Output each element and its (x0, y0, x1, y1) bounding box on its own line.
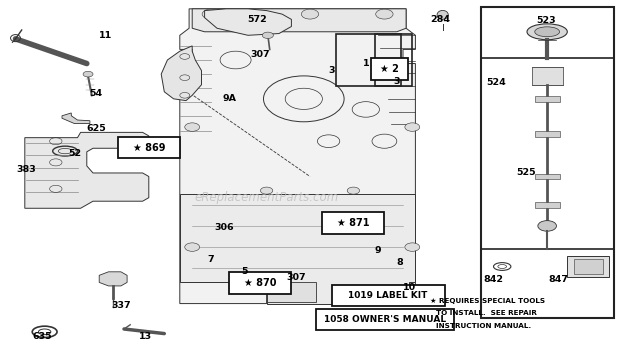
Bar (567, 256, 609, 277)
Ellipse shape (262, 32, 273, 38)
Ellipse shape (405, 123, 420, 131)
Text: ★ 871: ★ 871 (337, 218, 370, 228)
Text: 383: 383 (17, 165, 37, 174)
Text: 3: 3 (394, 77, 400, 86)
Polygon shape (161, 46, 202, 101)
Bar (574, 259, 603, 274)
Polygon shape (205, 9, 291, 35)
Text: ★ REQUIRES SPECIAL TOOLS: ★ REQUIRES SPECIAL TOOLS (430, 298, 545, 304)
Text: 13: 13 (139, 331, 153, 341)
Bar (534, 174, 560, 179)
Text: 54: 54 (89, 89, 103, 98)
Text: ★ 870: ★ 870 (244, 278, 277, 288)
Text: 306: 306 (215, 223, 234, 232)
Text: TO INSTALL.  SEE REPAIR: TO INSTALL. SEE REPAIR (436, 311, 537, 316)
Text: 8: 8 (397, 258, 403, 268)
Bar (371, 58, 408, 80)
Ellipse shape (535, 27, 560, 37)
Text: 337: 337 (111, 301, 131, 310)
Polygon shape (25, 132, 149, 208)
Text: 10: 10 (402, 283, 416, 292)
Text: 307: 307 (250, 50, 270, 59)
Ellipse shape (376, 9, 393, 19)
Bar (534, 96, 560, 102)
Polygon shape (192, 9, 406, 32)
Ellipse shape (260, 187, 273, 194)
Text: 625: 625 (86, 124, 106, 133)
Bar (316, 309, 454, 330)
Bar (375, 34, 412, 86)
Ellipse shape (185, 123, 200, 131)
Text: 523: 523 (536, 16, 556, 25)
Polygon shape (62, 113, 90, 124)
Text: 525: 525 (516, 168, 536, 178)
Polygon shape (99, 272, 127, 286)
Text: 635: 635 (32, 331, 52, 341)
Polygon shape (180, 9, 415, 304)
Text: 1: 1 (363, 59, 369, 68)
Text: 52: 52 (68, 149, 81, 158)
Ellipse shape (437, 10, 448, 19)
Text: INSTRUCTION MANUAL.: INSTRUCTION MANUAL. (436, 323, 531, 329)
Polygon shape (180, 194, 415, 304)
Ellipse shape (83, 71, 93, 77)
Text: 847: 847 (548, 275, 568, 284)
Ellipse shape (301, 9, 319, 19)
Text: 284: 284 (430, 15, 450, 24)
Text: 307: 307 (286, 273, 306, 282)
Ellipse shape (185, 243, 200, 251)
Text: 572: 572 (247, 15, 267, 24)
Text: eReplacementParts.com: eReplacementParts.com (195, 191, 339, 204)
Bar (534, 202, 560, 208)
Bar (118, 137, 180, 158)
Ellipse shape (538, 221, 557, 231)
Bar (534, 131, 560, 137)
Bar (322, 212, 384, 234)
Ellipse shape (527, 24, 567, 40)
Text: 842: 842 (483, 275, 503, 284)
Text: 524: 524 (486, 78, 506, 88)
Text: 7: 7 (208, 255, 214, 264)
Text: 1019 LABEL KIT: 1019 LABEL KIT (348, 291, 428, 300)
Text: 3: 3 (329, 66, 335, 75)
Bar (531, 67, 563, 85)
Polygon shape (267, 282, 316, 302)
Bar (229, 272, 291, 294)
Text: 5: 5 (242, 267, 248, 276)
Ellipse shape (202, 9, 219, 19)
Bar (332, 285, 445, 306)
Text: 9: 9 (375, 246, 381, 255)
Text: ★ 869: ★ 869 (133, 143, 165, 152)
Text: 1058 OWNER'S MANUAL: 1058 OWNER'S MANUAL (324, 315, 446, 324)
Text: ★ 2: ★ 2 (380, 64, 399, 74)
Ellipse shape (405, 243, 420, 251)
Text: 9A: 9A (223, 94, 236, 103)
Bar (480, 7, 614, 318)
Text: 11: 11 (99, 31, 112, 40)
Bar (336, 34, 401, 86)
Ellipse shape (347, 187, 360, 194)
